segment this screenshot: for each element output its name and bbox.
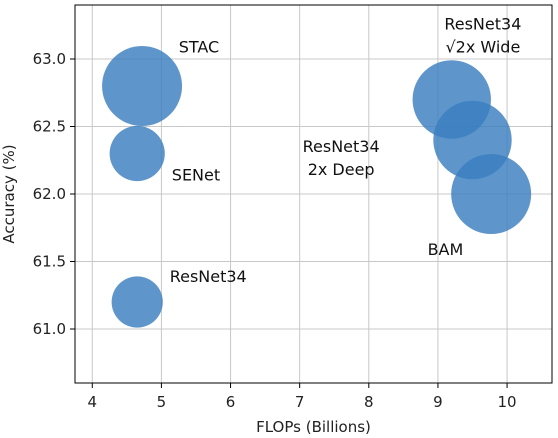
annotation-label: √2x Wide [445, 37, 520, 56]
x-ticks: 4 5 6 7 8 9 10 [88, 383, 517, 411]
y-axis-label: Accuracy (%) [0, 144, 18, 243]
x-tick-label: 7 [295, 393, 305, 411]
bubble-point [111, 276, 163, 328]
annotation-label: ResNet34 [303, 137, 380, 156]
y-ticks: 61.0 61.5 62.0 62.5 63.0 [33, 50, 75, 338]
x-tick-label: 5 [157, 393, 167, 411]
y-tick-label: 62.0 [33, 185, 66, 203]
annotation-label: ResNet34 [170, 267, 247, 286]
x-tick-label: 9 [433, 393, 443, 411]
annotation-label: 2x Deep [308, 160, 375, 179]
annotations: STAC SENet ResNet34 BAM ResNet34 √2x Wide ResN… [170, 14, 522, 285]
x-tick-label: 4 [88, 393, 98, 411]
bubble-point [109, 125, 165, 182]
y-tick-label: 61.5 [33, 253, 66, 271]
annotation-label: SENet [172, 166, 220, 185]
annotation-label: BAM [428, 240, 464, 259]
bubbles [102, 46, 532, 328]
y-tick-label: 62.5 [33, 118, 66, 136]
x-tick-label: 6 [226, 393, 236, 411]
annotation-label: ResNet34 [444, 14, 521, 33]
bubble-point [102, 46, 183, 126]
bubble-point [451, 154, 532, 234]
annotation-label: STAC [179, 37, 220, 56]
y-tick-label: 61.0 [33, 320, 66, 338]
y-tick-label: 63.0 [33, 50, 66, 68]
x-tick-label: 10 [498, 393, 517, 411]
x-axis-label: FLOPs (Billions) [256, 418, 371, 436]
x-tick-label: 8 [364, 393, 374, 411]
